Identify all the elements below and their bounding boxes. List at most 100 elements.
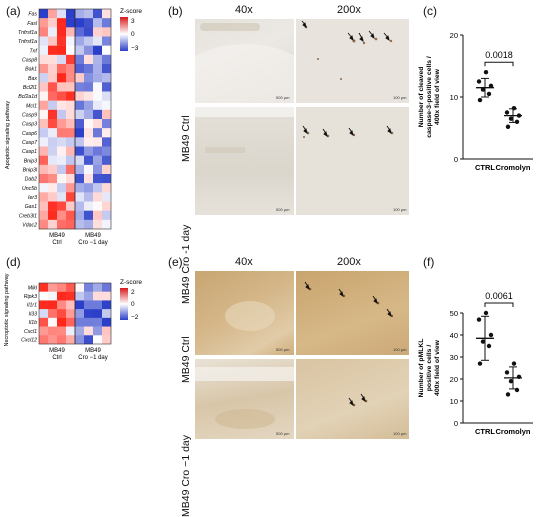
heatmap-cell — [39, 201, 49, 211]
y-tick-label: 10 — [450, 93, 458, 102]
heatmap-cell — [102, 73, 112, 83]
heatmap-cell — [102, 9, 112, 19]
y-tick-label: 10 — [450, 397, 458, 406]
heatmap-cell — [66, 309, 76, 319]
heatmap-cell — [39, 54, 49, 65]
gene-label: Casp9 — [22, 112, 37, 118]
heatmap-cell — [93, 210, 103, 221]
heatmap-cell — [48, 309, 58, 319]
heatmap-cell — [39, 183, 49, 193]
data-point — [477, 361, 483, 366]
heatmap-cell — [57, 18, 67, 28]
heatmap-cell — [48, 18, 58, 28]
heatmap-cell — [75, 91, 85, 101]
heatmap-cell — [48, 36, 58, 46]
heatmap-cell — [39, 300, 49, 310]
heatmap-cell — [75, 309, 85, 319]
heatmap-cell — [66, 155, 76, 166]
heatmap-cell — [48, 54, 58, 65]
heatmap-cell — [84, 119, 94, 129]
heatmap-cell — [93, 309, 103, 319]
heatmap-cell — [39, 309, 49, 319]
gene-label: Il1b — [29, 320, 37, 326]
heatmap-cell — [84, 27, 94, 37]
heatmap-cell — [57, 164, 67, 175]
heatmap-a: Apoptotic signaling pathway Fas Fasl Tnfrs… — [5, 8, 142, 246]
gene-label: Il1r1 — [27, 303, 37, 309]
gene-label: Creb3l1 — [19, 213, 37, 219]
panel-label-b: (b) — [168, 4, 183, 18]
heatmap-cell — [66, 146, 76, 156]
micro-b-200x-cro-scale: 100 μm — [393, 207, 407, 212]
heatmap-cell — [57, 91, 67, 101]
heatmap-cell — [75, 164, 85, 175]
heatmap-cell — [57, 335, 67, 345]
heatmap-cell — [57, 45, 67, 56]
heatmap-cell — [75, 36, 85, 46]
heatmap-cell — [75, 100, 85, 111]
heatmap-cell — [93, 18, 103, 28]
x-tick-label: Cromolyn — [495, 427, 530, 436]
heatmap-cell — [84, 109, 94, 120]
heatmap-cell — [84, 300, 94, 310]
heatmap-cell — [57, 155, 67, 166]
heatmap-cell — [102, 36, 112, 46]
heatmap-cell — [48, 100, 58, 111]
heatmap-cell — [93, 317, 103, 327]
heatmap-cell — [93, 155, 103, 166]
y-axis-label: positive cells / — [426, 345, 433, 392]
data-point — [476, 317, 482, 322]
micro-b-40x-ctrl-image — [195, 19, 294, 103]
heatmap-cell — [39, 210, 49, 221]
micro-e-40x-ctrl-image — [195, 271, 294, 355]
data-point — [488, 332, 494, 338]
heatmap-d-legend-title: Z-score — [120, 279, 142, 286]
heatmap-cell — [102, 137, 112, 147]
heatmap-cell — [102, 82, 112, 92]
heatmap-cell — [84, 283, 94, 292]
heatmap-d-tick-2: 2 — [131, 289, 135, 296]
data-point — [486, 343, 492, 349]
heatmap-cell — [48, 210, 58, 221]
heatmap-cell — [93, 300, 103, 310]
micro-e-row2-label: MB49 Cro −1 day — [180, 434, 192, 517]
heatmap-cell — [57, 174, 67, 184]
heatmap-cell — [93, 183, 103, 193]
heatmap-cell — [102, 210, 112, 221]
data-point — [505, 392, 511, 397]
heatmap-cell — [93, 91, 103, 101]
heatmap-cell — [57, 119, 67, 129]
heatmap-cell — [48, 326, 58, 336]
heatmap-cell — [39, 100, 49, 111]
heatmap-cell — [39, 291, 49, 301]
gene-label: Fas — [28, 12, 37, 18]
heatmap-cell — [75, 137, 85, 147]
gene-label: Tnfrsf1a — [18, 39, 37, 45]
heatmap-cell — [57, 54, 67, 65]
heatmap-cell — [48, 137, 58, 147]
heatmap-cell — [84, 309, 94, 319]
y-tick-label: 0 — [454, 419, 458, 428]
heatmap-cell — [48, 174, 58, 184]
micro-e-200x-ctrl-image — [296, 271, 409, 355]
heatmap-cell — [93, 192, 103, 202]
heatmap-cell — [75, 210, 85, 221]
heatmap-a-colorbar — [120, 17, 128, 51]
micro-b-200x-ctrl-arrows — [301, 20, 393, 80]
heatmap-cell — [48, 73, 58, 83]
heatmap-cell — [39, 18, 49, 28]
heatmap-cell — [48, 109, 58, 120]
micro-e-40x-cro-image — [195, 359, 294, 439]
heatmap-cell — [84, 54, 94, 65]
micro-b-200x-cro-image — [296, 107, 409, 215]
heatmap-cell — [66, 36, 76, 46]
micro-e-200x-cro-image — [296, 359, 409, 439]
micro-b-row1-label: MB49 Ctrl — [180, 115, 192, 162]
gene-label: Ier3 — [28, 195, 37, 201]
heatmap-cell — [102, 335, 112, 345]
data-point — [508, 116, 514, 121]
heatmap-d-group2-line1: MB49 — [85, 348, 101, 354]
data-point — [511, 361, 517, 366]
heatmap-cell — [75, 119, 85, 129]
heatmap-d: Necroptotic signaling pathway Mlkl Ripk3 I… — [4, 273, 142, 361]
